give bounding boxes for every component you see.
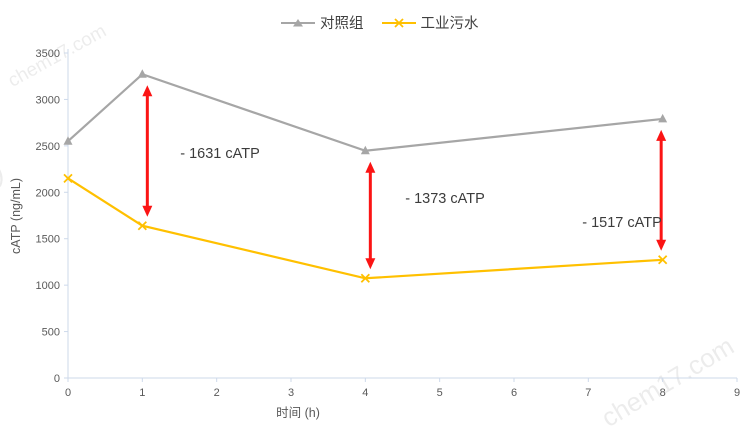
x-tick-label: 5	[437, 387, 443, 399]
y-tick-label: 3000	[36, 94, 60, 106]
series-line-0	[67, 73, 663, 152]
y-tick-label: 0	[54, 373, 60, 385]
y-tick-label: 500	[42, 327, 60, 339]
arrow-head-down	[142, 205, 153, 217]
annotation-label: - 1631 cATP	[180, 146, 260, 162]
x-axis-title: 时间 (h)	[276, 406, 320, 420]
y-tick-label: 2500	[36, 141, 60, 153]
annotation-label: - 1373 cATP	[405, 191, 485, 207]
x-tick-label: 9	[734, 387, 740, 399]
y-tick-label: 2000	[36, 187, 60, 199]
x-tick-label: 6	[511, 387, 517, 399]
x-tick-label: 3	[288, 387, 294, 399]
y-tick-label: 3500	[36, 48, 60, 60]
legend-label-control: 对照组	[320, 16, 364, 32]
arrow-head-down	[656, 239, 667, 251]
x-tick-label: 0	[65, 387, 71, 399]
triangle-marker	[137, 69, 147, 78]
arrow-head-down	[365, 258, 376, 270]
x-tick-label: 4	[362, 387, 368, 399]
legend-triangle	[293, 18, 303, 26]
y-tick-label: 1000	[36, 280, 60, 292]
legend-marker-control-icon	[281, 17, 315, 29]
triangle-marker	[63, 136, 73, 145]
y-axis-title: cATP (ng/mL)	[9, 178, 23, 254]
x-marker	[137, 221, 147, 231]
arrow-head-up	[365, 161, 376, 173]
x-tick-label: 2	[214, 387, 220, 399]
x-marker	[360, 273, 370, 283]
annotation-label: - 1517 cATP	[582, 215, 662, 231]
legend-item-wastewater: 工业污水	[381, 12, 479, 33]
x-marker	[658, 255, 668, 265]
x-tick-label: 7	[585, 387, 591, 399]
x-marker	[63, 173, 73, 183]
x-tick-label: 1	[139, 387, 145, 399]
legend-marker-wastewater-icon	[381, 17, 416, 29]
x-tick-label: 8	[660, 387, 666, 399]
y-tick-label: 1500	[36, 234, 60, 246]
legend-x	[393, 17, 404, 28]
arrow-head-up	[656, 129, 667, 141]
legend: 对照组 工业污水	[281, 12, 479, 33]
series-line-1	[67, 177, 663, 280]
triangle-marker	[658, 113, 668, 123]
triangle-marker	[360, 145, 370, 155]
legend-label-wastewater: 工业污水	[420, 16, 479, 32]
legend-item-control: 对照组	[281, 12, 364, 33]
arrow-head-up	[142, 85, 153, 97]
